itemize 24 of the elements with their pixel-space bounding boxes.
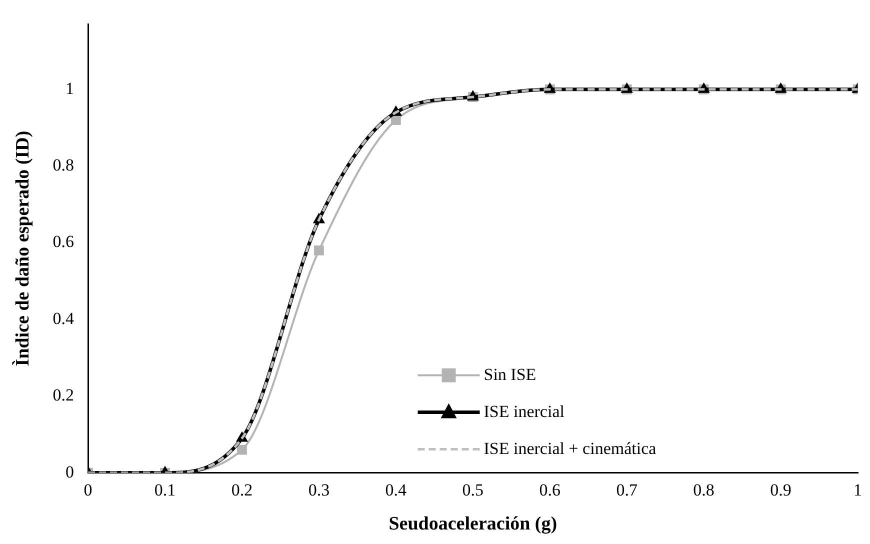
y-axis-title: Ìndice de daño esperado (ID) [11,130,34,366]
x-tick-label: 0.8 [693,480,714,500]
x-tick-label: 0.4 [385,480,408,500]
point [314,245,324,256]
y-tick-label: 0.6 [52,232,74,252]
x-tick-label: 0 [84,480,92,500]
y-tick-label: 0 [66,462,74,482]
x-tick-label: 0.6 [539,480,560,500]
x-tick-label: 0.1 [154,480,176,500]
x-tick-label: 0.9 [770,480,792,500]
x-tick-label: 0.5 [462,480,484,500]
x-tick-label: 0.2 [231,480,253,500]
legend-label: ISE inercial + cinemática [484,438,657,458]
x-tick-label: 0.3 [308,480,330,500]
point [390,115,401,126]
y-tick-label: 1 [66,78,74,98]
legend-label: Sin ISE [484,364,536,384]
y-tick-label: 0.8 [52,156,74,175]
legend-label: ISE inercial [484,402,565,421]
x-axis-title: Seudoaceleración (g) [388,514,558,535]
x-tick-label: 0.7 [616,480,638,500]
y-tick-label: 0.2 [52,386,74,405]
x-tick-label: 1 [854,480,862,500]
y-tick-label: 0.4 [52,308,75,328]
